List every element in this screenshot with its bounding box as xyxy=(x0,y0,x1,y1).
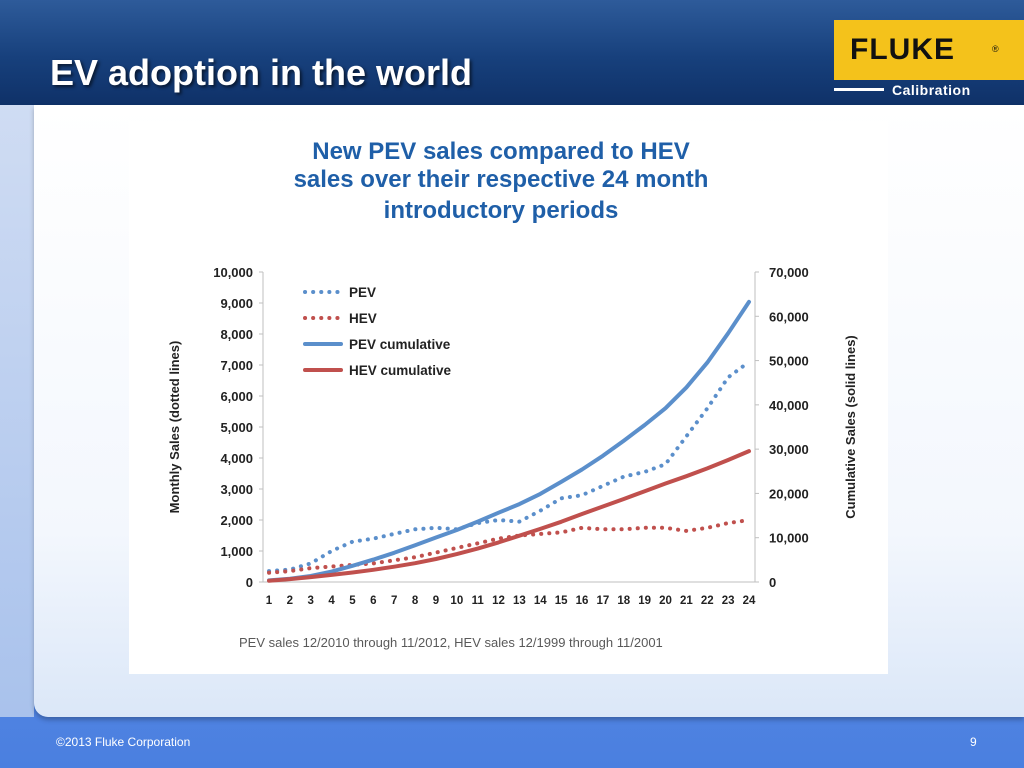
x-tick-label: 22 xyxy=(701,595,714,607)
right-tick-label: 70,000 xyxy=(769,265,809,280)
side-strip xyxy=(0,105,34,717)
legend-label: PEV cumulative xyxy=(349,337,451,352)
logo-divider xyxy=(834,88,884,91)
footer-copyright: ©2013 Fluke Corporation xyxy=(56,735,191,749)
left-tick-label: 5,000 xyxy=(220,420,253,435)
series-hev-cumulative-line xyxy=(267,449,751,583)
right-tick-label: 20,000 xyxy=(769,486,809,501)
right-tick-label: 40,000 xyxy=(769,398,809,413)
x-tick-label: 1 xyxy=(266,595,273,607)
x-tick-label: 10 xyxy=(450,595,463,607)
x-tick-label: 16 xyxy=(576,595,589,607)
chart-title-line: New PEV sales compared to HEV xyxy=(312,138,689,165)
x-tick-label: 3 xyxy=(308,595,314,607)
chart-note: PEV sales 12/2010 through 11/2012, HEV s… xyxy=(239,635,663,650)
left-tick-label: 3,000 xyxy=(220,482,253,497)
legend-label: HEV xyxy=(349,311,377,326)
x-tick-label: 9 xyxy=(433,595,439,607)
fluke-logo: FLUKE ® xyxy=(834,20,1024,80)
x-tick-label: 2 xyxy=(287,595,293,607)
x-tick-label: 8 xyxy=(412,595,419,607)
logo-subtitle: Calibration xyxy=(892,82,971,98)
left-axis-title: Monthly Sales (dotted lines) xyxy=(167,341,182,514)
page-number: 9 xyxy=(970,735,977,749)
chart-card: New PEV sales compared to HEV sales over … xyxy=(129,121,888,674)
left-tick-label: 8,000 xyxy=(220,327,253,342)
x-tick-label: 21 xyxy=(680,595,693,607)
right-tick-label: 10,000 xyxy=(769,531,809,546)
left-tick-label: 0 xyxy=(246,575,253,590)
slide-title: EV adoption in the world xyxy=(50,52,472,93)
chart-series xyxy=(267,299,751,583)
right-axis-title: Cumulative Sales (solid lines) xyxy=(843,335,858,519)
chart-title-line: introductory periods xyxy=(384,197,619,224)
left-tick-label: 7,000 xyxy=(220,358,253,373)
left-tick-label: 9,000 xyxy=(220,296,253,311)
legend-label: HEV cumulative xyxy=(349,363,452,378)
right-tick-label: 60,000 xyxy=(769,309,809,324)
right-tick-label: 0 xyxy=(769,575,776,590)
x-tick-label: 4 xyxy=(328,595,335,607)
left-tick-label: 6,000 xyxy=(220,389,253,404)
x-tick-label: 14 xyxy=(534,595,547,607)
logo-registered-mark: ® xyxy=(992,44,999,54)
x-tick-label: 12 xyxy=(492,595,505,607)
left-tick-label: 1,000 xyxy=(220,544,253,559)
x-tick-label: 18 xyxy=(617,595,630,607)
x-tick-label: 17 xyxy=(597,595,610,607)
x-tick-label: 6 xyxy=(370,595,376,607)
x-tick-label: 23 xyxy=(722,595,735,607)
x-tick-label: 7 xyxy=(391,595,397,607)
right-tick-label: 50,000 xyxy=(769,354,809,369)
x-tick-label: 11 xyxy=(472,595,485,607)
left-tick-label: 2,000 xyxy=(220,513,253,528)
logo-text: FLUKE xyxy=(850,33,955,66)
x-tick-label: 24 xyxy=(743,595,756,607)
x-tick-label: 19 xyxy=(638,595,651,607)
left-tick-label: 10,000 xyxy=(213,265,253,280)
left-tick-label: 4,000 xyxy=(220,451,253,466)
legend-label: PEV xyxy=(349,285,376,300)
chart-legend: PEV HEV PEV cumulative HEV cumulative xyxy=(303,285,452,378)
chart-axes: 0 1,000 2,000 3,000 4,000 5,000 6,000 7,000 8,00… xyxy=(167,265,858,607)
chart-title-line: sales over their respective 24 month xyxy=(294,166,709,193)
x-tick-label: 13 xyxy=(513,595,526,607)
right-tick-label: 30,000 xyxy=(769,442,809,457)
x-tick-label: 15 xyxy=(555,595,568,607)
x-tick-label: 5 xyxy=(349,595,356,607)
series-pev-cumulative-line xyxy=(267,299,751,583)
x-tick-label: 20 xyxy=(659,595,672,607)
series-hev-line xyxy=(267,518,751,575)
